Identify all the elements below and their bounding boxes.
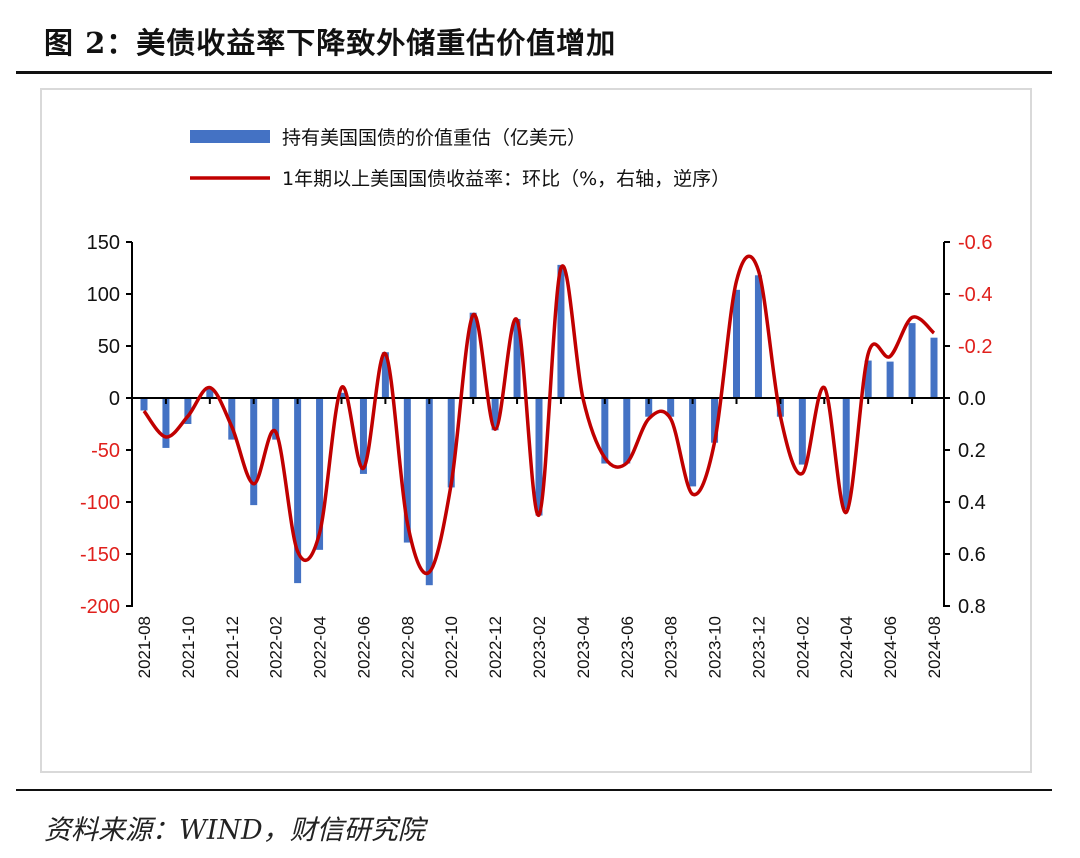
bar xyxy=(667,398,675,417)
x-tick-label: 2023-02 xyxy=(530,616,549,678)
bar xyxy=(535,398,543,516)
x-tick-label: 2021-10 xyxy=(179,616,198,678)
chart-frame xyxy=(40,88,1032,773)
yield-line xyxy=(142,254,936,576)
bar xyxy=(316,398,324,550)
left-tick-label: -100 xyxy=(80,492,120,514)
left-tick-label: -150 xyxy=(80,544,120,566)
right-tick-label: -0.2 xyxy=(958,336,992,358)
bar xyxy=(447,398,455,488)
bar xyxy=(359,398,367,474)
x-tick-label: 2022-06 xyxy=(354,616,373,678)
bar xyxy=(754,275,762,398)
x-tick-label: 2024-04 xyxy=(837,616,856,678)
bar xyxy=(206,387,214,398)
bar xyxy=(842,398,850,510)
x-tick-label: 2023-12 xyxy=(749,616,768,678)
x-tick-label: 2022-08 xyxy=(398,616,417,678)
bar xyxy=(798,398,806,465)
bar xyxy=(689,398,697,487)
bar xyxy=(645,398,653,417)
bar xyxy=(908,323,916,398)
left-tick-label: -50 xyxy=(91,440,120,462)
bar xyxy=(140,398,148,411)
left-tick-label: -200 xyxy=(80,596,120,618)
bar xyxy=(272,398,280,440)
right-tick-label: 0.4 xyxy=(958,492,986,514)
figure-title: 图 2：美债收益率下降致外储重估价值增加 xyxy=(44,26,617,60)
x-tick-label: 2024-02 xyxy=(793,616,812,678)
right-tick-label: 0.2 xyxy=(958,440,986,462)
x-tick-label: 2024-08 xyxy=(925,616,944,678)
legend-line-label: 1年期以上美国国债收益率：环比（%，右轴，逆序） xyxy=(282,168,730,190)
bar xyxy=(403,398,411,543)
bar xyxy=(228,398,236,440)
bar xyxy=(623,398,631,464)
left-tick-label: 100 xyxy=(87,284,120,306)
right-tick-label: 0.6 xyxy=(958,544,986,566)
bar xyxy=(184,398,192,424)
x-tick-label: 2022-02 xyxy=(267,616,286,678)
bar xyxy=(162,398,170,448)
bar xyxy=(425,398,433,586)
legend-bar-label: 持有美国国债的价值重估（亿美元） xyxy=(282,127,586,149)
x-tick-label: 2021-12 xyxy=(223,616,242,678)
x-tick-label: 2023-10 xyxy=(706,616,725,678)
legend-bar-swatch xyxy=(190,130,270,143)
x-tick-label: 2023-04 xyxy=(574,616,593,678)
bar xyxy=(557,264,565,398)
bar xyxy=(513,318,521,398)
left-tick-label: 150 xyxy=(87,232,120,254)
bar xyxy=(601,398,609,464)
bar xyxy=(381,352,389,398)
source-note: 资料来源：WIND，财信研究院 xyxy=(44,815,425,846)
bar xyxy=(886,361,894,398)
bar xyxy=(930,337,938,398)
top-rule xyxy=(16,71,1052,74)
bar xyxy=(294,398,302,584)
bar xyxy=(733,289,740,398)
bar xyxy=(491,398,499,431)
right-tick-label: -0.6 xyxy=(958,232,992,254)
bar xyxy=(864,360,872,398)
x-tick-label: 2022-10 xyxy=(442,616,461,678)
bar xyxy=(338,392,345,398)
left-tick-label: 0 xyxy=(109,388,120,410)
bar xyxy=(469,312,477,398)
left-tick-label: 50 xyxy=(98,336,120,358)
right-tick-label: 0.0 xyxy=(958,388,986,410)
x-tick-label: 2023-08 xyxy=(662,616,681,678)
x-tick-label: 2022-12 xyxy=(486,616,505,678)
x-tick-label: 2022-04 xyxy=(311,616,330,678)
right-tick-label: -0.4 xyxy=(958,284,992,306)
x-tick-label: 2021-08 xyxy=(135,616,154,678)
x-tick-label: 2023-06 xyxy=(618,616,637,678)
right-tick-label: 0.8 xyxy=(958,596,986,618)
bottom-rule xyxy=(16,789,1052,791)
x-tick-label: 2024-06 xyxy=(881,616,900,678)
bar xyxy=(711,398,719,443)
bar xyxy=(250,398,258,506)
